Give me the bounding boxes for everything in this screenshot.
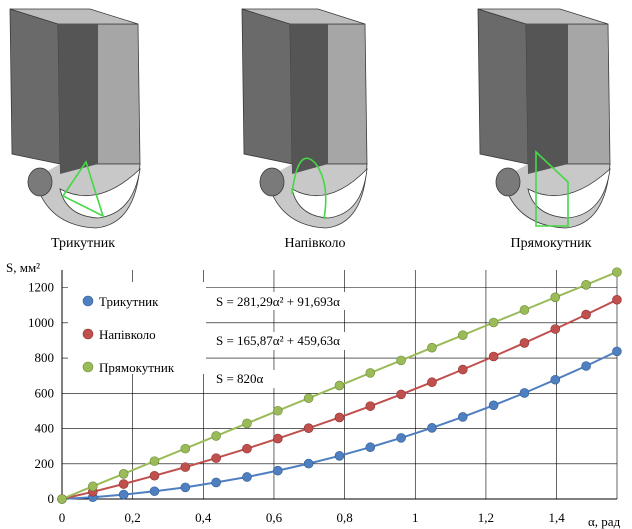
data-point <box>242 472 252 482</box>
data-point <box>581 309 591 320</box>
x-tick-label: 1 <box>412 510 419 525</box>
data-point <box>273 433 283 444</box>
data-point <box>581 361 591 371</box>
data-point <box>365 442 376 453</box>
data-point <box>581 279 591 290</box>
legend-label-triangle: Трикутник <box>99 294 159 309</box>
y-tick-label: 1200 <box>28 280 54 295</box>
data-point <box>427 423 437 433</box>
data-point <box>334 412 345 423</box>
data-point <box>519 305 530 315</box>
data-point <box>396 355 406 366</box>
x-tick-label: 0 <box>59 510 66 525</box>
data-point <box>57 494 67 504</box>
legend-label-semicircle: Напівколо <box>99 327 156 342</box>
data-point <box>211 477 221 488</box>
data-point <box>488 400 499 411</box>
container-semicircle-image <box>240 4 390 239</box>
equation-semicircle: S = 165,87α² + 459,63α <box>216 333 340 348</box>
series <box>57 267 622 504</box>
y-tick-label: 400 <box>35 421 55 436</box>
legend-marker-semicircle <box>82 328 94 340</box>
semicircle-cutout <box>291 157 327 220</box>
shape-label-triangle: Трикутник <box>50 236 116 251</box>
equation-rectangle: S = 820α <box>216 371 264 386</box>
triangle-cutout <box>61 160 105 218</box>
equations: S = 281,29α² + 91,693α S = 165,87α² + 45… <box>212 292 380 388</box>
x-axis-label: α, рад <box>588 514 621 529</box>
y-tick-label: 800 <box>35 350 55 365</box>
data-point <box>612 267 622 277</box>
x-tick-label: 0,6 <box>266 510 283 525</box>
data-point <box>334 451 345 461</box>
rectangle-cutout <box>535 150 569 227</box>
data-point <box>365 401 376 411</box>
data-point <box>550 324 561 334</box>
data-point <box>242 418 252 429</box>
data-point <box>457 330 468 340</box>
data-point <box>519 388 530 398</box>
shape-label-rectangle: Прямокутник <box>510 236 592 251</box>
data-point <box>612 294 622 305</box>
x-tick-label: 0,2 <box>125 510 141 525</box>
data-point <box>550 292 561 303</box>
container-body <box>9 8 141 229</box>
container-body <box>477 8 611 229</box>
container-body <box>241 8 368 229</box>
data-point <box>149 470 160 481</box>
data-point <box>242 443 252 454</box>
legend-marker-triangle <box>82 295 94 307</box>
container-rectangle-image <box>476 4 626 239</box>
data-point <box>365 368 376 378</box>
data-point <box>550 374 561 385</box>
shape-label-semicircle: Напівколо <box>284 236 346 251</box>
data-point <box>519 338 530 348</box>
data-point <box>180 443 191 454</box>
y-tick-label: 600 <box>35 385 55 400</box>
data-point <box>303 458 314 469</box>
data-point <box>427 342 437 353</box>
data-point <box>427 377 437 388</box>
data-point <box>457 412 468 422</box>
data-point <box>211 453 221 463</box>
data-point <box>303 423 314 433</box>
axes <box>61 270 618 500</box>
y-tick-label: 200 <box>35 456 55 471</box>
y-tick-label: 0 <box>48 491 55 506</box>
x-tick-label: 1,4 <box>548 510 565 525</box>
data-point <box>180 462 191 472</box>
y-axis-label: S, мм² <box>6 260 40 275</box>
x-tick-label: 1,2 <box>478 510 494 525</box>
data-point <box>149 456 160 466</box>
legend: Трикутник Напівколо Прямокутник <box>68 282 206 375</box>
data-point <box>612 346 622 357</box>
data-point <box>396 433 406 443</box>
data-point <box>303 393 314 404</box>
data-point <box>211 431 221 441</box>
container-triangle-image <box>8 4 158 239</box>
data-point <box>396 389 406 400</box>
legend-label-rectangle: Прямокутник <box>99 360 175 375</box>
data-point <box>334 380 345 391</box>
data-point <box>273 405 283 416</box>
data-point <box>488 351 499 362</box>
equation-triangle: S = 281,29α² + 91,693α <box>216 294 340 309</box>
data-point <box>488 317 499 328</box>
data-point <box>180 482 191 493</box>
data-point <box>118 469 129 479</box>
data-point <box>457 364 468 375</box>
data-point <box>88 481 98 492</box>
legend-marker-rectangle <box>82 361 94 373</box>
data-point <box>118 479 129 489</box>
data-point <box>149 486 160 497</box>
x-tick-label: 0,4 <box>195 510 212 525</box>
x-tick-label: 0,8 <box>336 510 352 525</box>
data-point <box>118 489 129 500</box>
y-tick-label: 1000 <box>28 315 54 330</box>
data-point <box>273 465 283 476</box>
tick-labels: 0 200 400 600 800 1000 1200 0 0,2 0,4 0,6 0,8 1 1,2 1,… <box>28 280 565 525</box>
